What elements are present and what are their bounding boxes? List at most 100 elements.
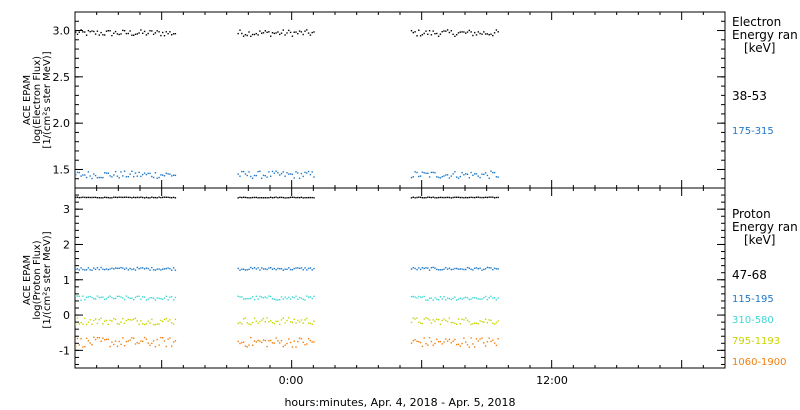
electron-point-175-315	[242, 170, 245, 173]
electron-point-38-53	[171, 34, 173, 36]
electron-point-175-315	[293, 177, 295, 179]
electron-point-38-53	[456, 34, 458, 36]
proton-point-47-68	[483, 196, 485, 199]
electron-point-38-53	[488, 34, 490, 36]
proton-point-47-68	[479, 196, 481, 199]
proton-point-115-195	[282, 269, 284, 271]
proton-point-47-68	[289, 196, 292, 199]
proton-point-310-580	[291, 296, 294, 298]
electron-point-175-315	[172, 174, 175, 176]
proton-point-47-68	[441, 196, 443, 199]
proton-point-115-195	[75, 268, 77, 271]
proton-point-795-1193	[293, 318, 295, 320]
proton-point-47-68	[241, 196, 243, 199]
proton-point-115-195	[412, 267, 414, 269]
proton-point-115-195	[450, 268, 452, 271]
proton-point-310-580	[463, 297, 465, 299]
proton-point-115-195	[466, 266, 469, 269]
proton-point-115-195	[474, 267, 476, 269]
electron-point-38-53	[268, 31, 270, 33]
proton-point-310-580	[280, 296, 283, 298]
electron-point-175-315	[443, 175, 445, 177]
proton-point-1060-1900	[147, 342, 149, 344]
proton-point-115-195	[134, 269, 137, 271]
electron-point-38-53	[257, 34, 259, 36]
electron-point-175-315	[122, 175, 124, 177]
proton-point-795-1193	[266, 317, 268, 319]
proton-point-795-1193	[149, 322, 151, 324]
proton-point-1060-1900	[463, 337, 465, 339]
electron-point-38-53	[241, 32, 243, 35]
proton-point-795-1193	[470, 323, 472, 326]
proton-point-115-195	[419, 268, 422, 271]
proton-point-310-580	[93, 298, 95, 300]
electron-point-175-315	[421, 171, 424, 173]
proton-point-115-195	[244, 269, 247, 271]
proton-point-795-1193	[261, 319, 263, 321]
proton-point-795-1193	[273, 322, 275, 325]
electron-point-38-53	[410, 30, 413, 32]
proton-point-795-1193	[302, 322, 304, 324]
electron-point-175-315	[120, 171, 122, 173]
electron-point-175-315	[251, 177, 254, 179]
electron-point-38-53	[114, 30, 117, 33]
proton-point-310-580	[123, 298, 126, 301]
electron-point-38-53	[416, 35, 418, 37]
electron-legend: Electron Energy ran [keV] 38-53 175-315	[732, 15, 798, 137]
proton-point-1060-1900	[102, 337, 104, 339]
proton-point-47-68	[481, 196, 483, 199]
electron-ylabel-line-1: ACE EPAM	[22, 75, 33, 125]
proton-point-115-195	[174, 269, 177, 271]
proton-point-47-68	[127, 196, 129, 199]
proton-point-1060-1900	[111, 341, 113, 343]
proton-point-310-580	[129, 297, 131, 299]
proton-point-47-68	[129, 196, 131, 199]
electron-point-38-53	[94, 33, 97, 35]
proton-point-310-580	[156, 297, 158, 299]
proton-point-47-68	[158, 196, 160, 198]
proton-point-1060-1900	[151, 342, 153, 344]
proton-point-795-1193	[248, 323, 250, 325]
proton-point-47-68	[410, 197, 413, 199]
proton-point-1060-1900	[167, 338, 169, 340]
proton-point-795-1193	[313, 320, 315, 322]
proton-point-47-68	[492, 196, 494, 198]
proton-point-1060-1900	[483, 342, 485, 344]
proton-point-115-195	[457, 268, 460, 270]
proton-point-310-580	[78, 295, 80, 297]
proton-point-310-580	[241, 296, 243, 298]
proton-point-310-580	[295, 295, 297, 297]
proton-point-795-1193	[259, 320, 261, 323]
electron-point-38-53	[127, 32, 129, 35]
proton-point-115-195	[288, 267, 290, 269]
electron-point-38-53	[147, 32, 149, 35]
proton-point-47-68	[268, 197, 270, 199]
proton-point-47-68	[472, 196, 474, 199]
electron-point-175-315	[133, 175, 135, 178]
electron-point-175-315	[410, 176, 413, 179]
proton-point-310-580	[432, 299, 434, 301]
proton-legend-entry-4: 795-1193	[732, 336, 780, 347]
electron-point-175-315	[481, 173, 483, 175]
electron-point-175-315	[452, 173, 454, 175]
proton-point-47-68	[286, 197, 288, 199]
electron-point-38-53	[483, 31, 485, 33]
electron-point-38-53	[84, 31, 86, 33]
proton-point-115-195	[251, 267, 254, 270]
electron-point-175-315	[461, 172, 463, 174]
electron-point-38-53	[304, 30, 306, 32]
proton-point-795-1193	[131, 319, 133, 321]
electron-point-38-53	[96, 30, 99, 32]
proton-legend: Proton Energy ran [keV] 47-68 115-195 31…	[732, 207, 798, 368]
proton-point-115-195	[123, 268, 126, 270]
proton-point-115-195	[111, 267, 113, 269]
proton-point-795-1193	[288, 317, 290, 319]
proton-point-795-1193	[481, 321, 483, 323]
proton-point-310-580	[273, 298, 275, 300]
electron-point-38-53	[237, 32, 239, 35]
proton-point-47-68	[412, 196, 414, 198]
electron-point-175-315	[273, 172, 275, 174]
proton-point-47-68	[488, 196, 490, 198]
proton-point-115-195	[298, 267, 301, 270]
electron-point-175-315	[123, 170, 126, 172]
